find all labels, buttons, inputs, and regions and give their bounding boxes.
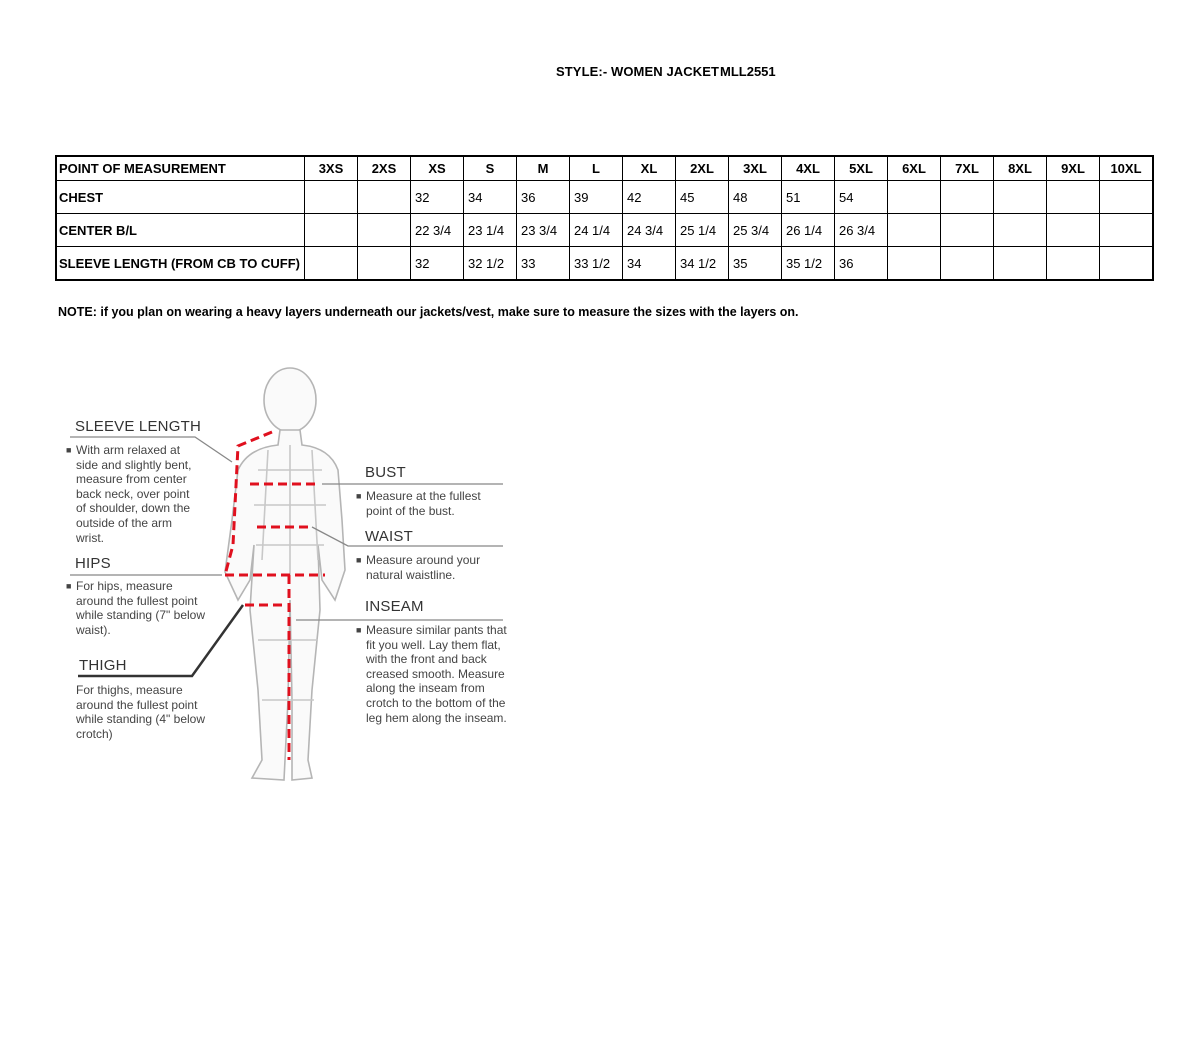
table-cell: 36 — [515, 180, 570, 214]
waist-label: WAIST — [365, 528, 413, 545]
table-cell: 34 — [621, 246, 676, 281]
hips-label: HIPS — [75, 555, 111, 572]
table-cell — [886, 246, 941, 281]
column-header: 3XL — [727, 155, 782, 181]
layering-note: NOTE: if you plan on wearing a heavy lay… — [58, 305, 799, 319]
column-header: M — [515, 155, 570, 181]
table-cell: 23 1/4 — [462, 213, 517, 247]
table-cell — [992, 246, 1047, 281]
table-cell — [1045, 246, 1100, 281]
column-header: 5XL — [833, 155, 888, 181]
row-label: SLEEVE LENGTH (FROM CB TO CUFF) — [55, 246, 305, 281]
table-cell: 39 — [568, 180, 623, 214]
table-cell — [1098, 180, 1154, 214]
table-cell: 24 1/4 — [568, 213, 623, 247]
table-cell: 26 1/4 — [780, 213, 835, 247]
table-cell: 35 1/2 — [780, 246, 835, 281]
column-header: 2XL — [674, 155, 729, 181]
table-cell: 32 — [409, 180, 464, 214]
column-header: S — [462, 155, 517, 181]
table-cell — [1098, 246, 1154, 281]
table-cell — [303, 180, 358, 214]
bust-label: BUST — [365, 464, 406, 481]
table-cell: 34 — [462, 180, 517, 214]
table-cell: 32 1/2 — [462, 246, 517, 281]
row-label: CHEST — [55, 180, 305, 214]
size-table: POINT OF MEASUREMENT 3XS 2XS XS S M L XL 2XL 3XL 4… — [55, 155, 1154, 281]
measurement-lines — [223, 430, 325, 760]
style-code: MLL2551 — [720, 64, 776, 79]
column-header: XS — [409, 155, 464, 181]
table-row: CENTER B/L 22 3/4 23 1/4 23 3/4 24 1/4 24 3/4… — [55, 213, 1154, 247]
column-header: L — [568, 155, 623, 181]
table-cell — [939, 246, 994, 281]
table-cell: 22 3/4 — [409, 213, 464, 247]
table-cell: 25 3/4 — [727, 213, 782, 247]
table-cell: 35 — [727, 246, 782, 281]
table-cell: 42 — [621, 180, 676, 214]
table-cell: 33 1/2 — [568, 246, 623, 281]
table-header-row: POINT OF MEASUREMENT 3XS 2XS XS S M L XL 2XL 3XL 4… — [55, 155, 1154, 181]
table-cell — [356, 213, 411, 247]
waist-text: ■ Measure around your natural waistline. — [356, 553, 481, 582]
table-cell: 23 3/4 — [515, 213, 570, 247]
sleeve-measure-line — [223, 430, 273, 576]
inseam-text: ■ Measure similar pants that fit you well… — [356, 623, 507, 725]
sleeve-length-text: ■ With arm relaxed at side and slightly b… — [66, 443, 192, 545]
table-cell: 33 — [515, 246, 570, 281]
table-cell: 32 — [409, 246, 464, 281]
thigh-text: For thighs, measure around the fullest p… — [76, 683, 205, 741]
body-silhouette — [224, 367, 346, 781]
table-row: CHEST 32 34 36 39 42 45 48 51 54 — [55, 180, 1154, 214]
table-cell: 26 3/4 — [833, 213, 888, 247]
table-cell — [1045, 180, 1100, 214]
hips-text: ■ For hips, measure around the fullest po… — [66, 579, 205, 637]
table-cell — [303, 213, 358, 247]
table-cell — [886, 213, 941, 247]
table-cell: 25 1/4 — [674, 213, 729, 247]
column-header: 10XL — [1098, 155, 1154, 181]
bust-text: ■ Measure at the fullest point of the bus… — [356, 489, 481, 518]
callout-lines — [70, 436, 503, 621]
table-cell — [1045, 213, 1100, 247]
sleeve-length-label: SLEEVE LENGTH — [75, 418, 201, 435]
column-header: POINT OF MEASUREMENT — [55, 155, 305, 181]
table-cell: 48 — [727, 180, 782, 214]
column-header: 2XS — [356, 155, 411, 181]
row-label: CENTER B/L — [55, 213, 305, 247]
style-title: STYLE:- WOMEN JACKET — [556, 64, 720, 79]
table-cell — [1098, 213, 1154, 247]
thigh-callout-line — [78, 604, 245, 678]
inseam-label: INSEAM — [365, 598, 424, 615]
table-cell — [992, 213, 1047, 247]
table-row: SLEEVE LENGTH (FROM CB TO CUFF) 32 32 1/2 3… — [55, 246, 1154, 281]
thigh-label: THIGH — [79, 657, 127, 674]
table-cell: 24 3/4 — [621, 213, 676, 247]
